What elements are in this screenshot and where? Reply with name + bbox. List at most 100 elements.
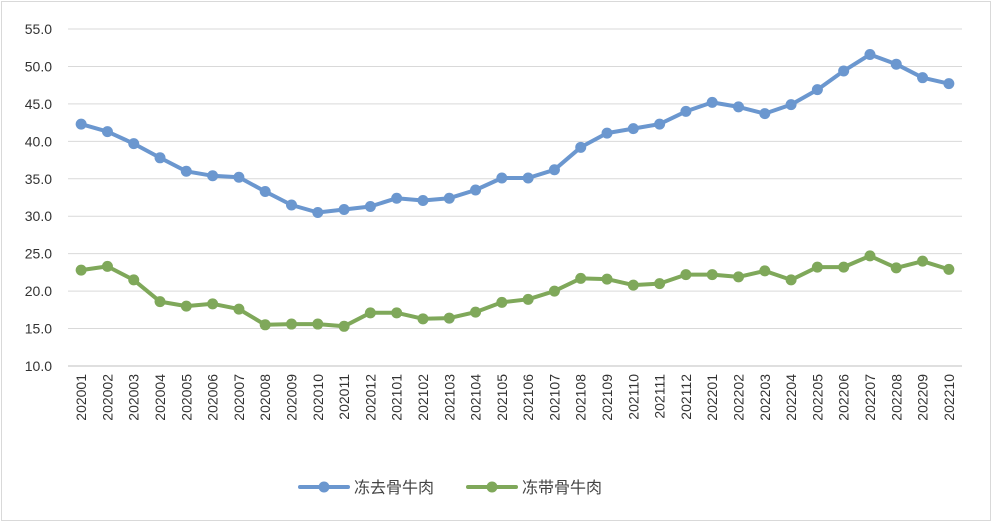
data-point	[391, 192, 403, 204]
series-layer	[75, 48, 955, 332]
legend-swatch-marker	[318, 481, 330, 493]
legend: 冻去骨牛肉 冻带骨牛肉	[298, 478, 602, 497]
data-point	[917, 255, 929, 267]
data-point	[259, 186, 271, 198]
y-axis: 10.0 15.0 20.0 25.0 30.0 35.0 40.0 45.0 50.0 55.0	[25, 21, 52, 374]
x-tick-label: 202111	[652, 374, 668, 419]
data-point	[101, 260, 113, 272]
data-point	[759, 108, 771, 120]
x-tick-label: 202002	[99, 374, 115, 421]
legend-swatch-marker	[486, 481, 498, 493]
data-point	[627, 279, 639, 291]
data-point	[154, 296, 166, 308]
x-tick-label: 202105	[494, 374, 510, 421]
data-point	[522, 293, 534, 305]
data-point	[417, 313, 429, 325]
x-tick-label: 202210	[941, 374, 957, 421]
x-tick-label: 202109	[599, 374, 615, 421]
data-point	[811, 84, 823, 96]
x-tick-label: 202202	[731, 374, 747, 421]
data-point	[207, 170, 219, 182]
data-point	[417, 194, 429, 206]
series-line-1	[79, 52, 951, 215]
x-tick-label: 202103	[441, 374, 457, 421]
x-tick-label: 202006	[205, 374, 221, 421]
series-line-2	[79, 253, 951, 329]
data-point	[890, 58, 902, 70]
data-point	[312, 206, 324, 218]
x-tick-label: 202112	[678, 374, 694, 420]
x-tick-label: 202106	[520, 374, 536, 421]
data-point	[811, 261, 823, 273]
data-point	[338, 320, 350, 332]
x-axis: 202001 202002 202003 202004 202005 202006 2020…	[73, 374, 957, 421]
data-point	[680, 105, 692, 117]
y-tick-label: 55.0	[25, 21, 52, 37]
y-tick-label: 20.0	[25, 283, 52, 299]
data-point	[154, 152, 166, 164]
data-point	[443, 192, 455, 204]
data-point	[864, 48, 876, 60]
x-tick-label: 202206	[836, 374, 852, 421]
data-point	[101, 126, 113, 138]
x-tick-label: 202204	[783, 374, 799, 421]
x-tick-label: 202003	[126, 374, 142, 421]
x-tick-label: 202001	[73, 374, 89, 421]
legend-label: 冻去骨牛肉	[354, 478, 434, 497]
data-point	[364, 200, 376, 212]
data-point	[601, 127, 613, 139]
data-point	[890, 262, 902, 274]
x-tick-label: 202203	[757, 374, 773, 421]
data-point	[575, 141, 587, 153]
x-tick-label: 202207	[862, 374, 878, 421]
data-point	[733, 101, 744, 113]
data-point	[548, 285, 560, 297]
legend-label: 冻带骨牛肉	[522, 478, 602, 497]
data-point	[680, 269, 692, 281]
data-point	[180, 300, 192, 312]
data-point	[943, 78, 955, 90]
data-point	[233, 171, 245, 183]
data-point	[943, 263, 955, 275]
y-tick-label: 25.0	[25, 246, 52, 262]
x-tick-label: 202104	[468, 374, 484, 421]
data-point	[864, 250, 876, 262]
data-point	[706, 269, 718, 281]
x-tick-label: 202007	[231, 374, 247, 421]
y-tick-label: 40.0	[25, 133, 52, 149]
x-tick-label: 202108	[573, 374, 589, 421]
x-tick-label: 202009	[284, 374, 300, 421]
data-point	[180, 165, 192, 177]
data-point	[785, 99, 797, 111]
y-tick-label: 10.0	[25, 358, 52, 374]
data-point	[601, 273, 613, 285]
gridlines	[68, 28, 962, 367]
data-point	[496, 172, 508, 184]
data-point	[338, 203, 350, 215]
x-tick-label: 202012	[362, 374, 378, 421]
data-point	[733, 271, 744, 283]
y-tick-label: 15.0	[25, 321, 52, 337]
data-point	[917, 72, 929, 84]
x-tick-label: 202110	[625, 374, 641, 420]
x-tick-label: 202010	[310, 374, 326, 421]
data-point	[391, 307, 403, 319]
data-point	[470, 184, 482, 196]
data-point	[522, 172, 534, 184]
data-point	[838, 261, 850, 273]
data-point	[654, 118, 666, 130]
data-point	[207, 298, 219, 310]
x-tick-label: 202209	[915, 374, 931, 421]
data-point	[286, 199, 297, 211]
data-point	[75, 118, 87, 130]
data-point	[286, 318, 297, 330]
data-point	[443, 312, 455, 324]
x-tick-label: 202102	[415, 374, 431, 421]
x-tick-label: 202005	[178, 374, 194, 421]
y-tick-label: 45.0	[25, 96, 52, 112]
y-tick-label: 35.0	[25, 171, 52, 187]
data-point	[785, 274, 797, 286]
data-point	[759, 265, 771, 277]
